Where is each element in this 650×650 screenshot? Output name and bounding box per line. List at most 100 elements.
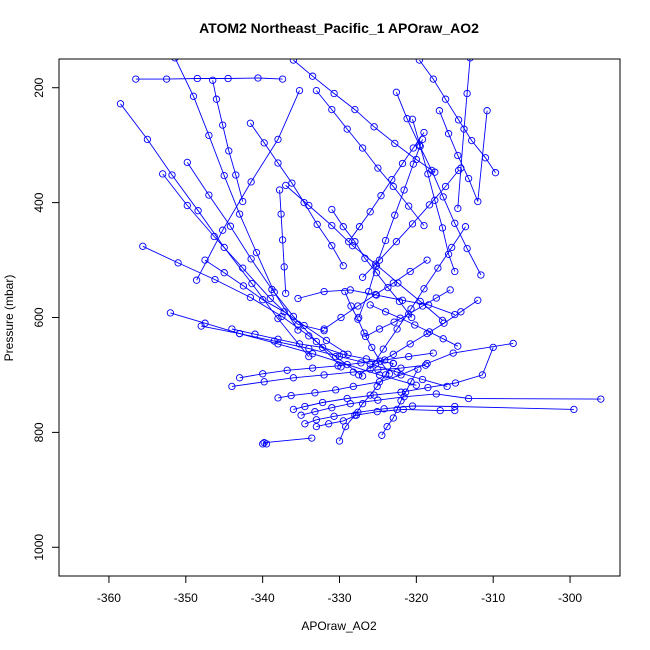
data-point	[358, 144, 367, 152]
data-point	[248, 279, 256, 288]
series-35	[408, 115, 459, 276]
data-point	[358, 273, 367, 281]
data-point	[162, 75, 171, 83]
data-point	[312, 337, 321, 346]
data-point	[375, 325, 384, 333]
series-line	[348, 132, 425, 242]
data-point	[341, 422, 350, 431]
series-line	[135, 77, 283, 80]
data-point	[228, 382, 236, 391]
data-point	[395, 297, 404, 306]
data-point	[454, 166, 463, 175]
chart-title: ATOM2 Northeast_Pacific_1 APOraw_AO2	[199, 20, 479, 36]
data-point	[457, 308, 465, 316]
series-31	[355, 135, 427, 322]
data-point	[397, 397, 405, 405]
data-point	[377, 192, 385, 200]
data-point	[373, 382, 381, 391]
data-point	[220, 171, 228, 180]
data-point	[328, 105, 336, 114]
series-line	[277, 342, 514, 399]
data-point	[441, 95, 450, 103]
data-point	[366, 208, 374, 216]
series-9	[228, 361, 430, 391]
data-point	[312, 416, 321, 424]
data-point	[337, 363, 345, 371]
data-point	[308, 364, 317, 372]
data-point	[347, 302, 355, 310]
data-point	[339, 262, 347, 270]
data-point	[171, 59, 179, 62]
data-point	[463, 89, 471, 98]
data-point	[489, 343, 497, 352]
data-point	[259, 440, 267, 448]
data-point	[463, 244, 471, 253]
data-point	[219, 121, 227, 129]
data-point	[389, 279, 397, 287]
series-line	[293, 347, 494, 410]
data-point	[305, 201, 313, 210]
data-point	[443, 382, 451, 391]
data-point	[311, 408, 319, 416]
data-point	[474, 296, 482, 304]
data-point	[232, 171, 240, 179]
data-point	[381, 356, 389, 364]
data-point	[379, 345, 387, 353]
data-point	[409, 144, 417, 152]
data-point	[313, 220, 321, 229]
data-point	[381, 308, 390, 316]
data-point	[358, 400, 367, 408]
series-3	[274, 339, 517, 402]
data-point	[343, 125, 351, 133]
data-point	[396, 314, 404, 322]
series-line	[120, 103, 310, 357]
data-point	[239, 264, 247, 272]
data-point	[449, 349, 457, 357]
data-point	[412, 381, 420, 389]
data-point	[332, 386, 340, 394]
x-tick-label: -310	[481, 591, 505, 605]
data-point	[372, 262, 381, 270]
data-point	[275, 186, 284, 194]
data-point	[444, 250, 453, 258]
series-19	[171, 59, 302, 334]
y-tick-label: 200	[32, 77, 46, 97]
x-tick-label: -350	[174, 591, 198, 605]
data-point	[278, 75, 287, 83]
series-line	[231, 328, 394, 364]
data-point	[301, 420, 309, 428]
y-axis: 200 400 600 800 1000	[32, 77, 60, 561]
data-point	[509, 339, 517, 348]
data-point	[332, 352, 340, 361]
series-1	[259, 434, 316, 448]
series-line	[293, 59, 436, 173]
series-2	[312, 405, 459, 431]
data-point	[205, 131, 213, 140]
data-point	[192, 276, 201, 284]
data-point	[183, 158, 191, 167]
data-point	[408, 402, 417, 410]
data-point	[429, 349, 437, 357]
data-point	[328, 205, 336, 214]
series-15	[139, 242, 367, 380]
data-point	[432, 390, 440, 398]
data-point	[378, 431, 386, 439]
series-line	[297, 289, 455, 316]
data-point	[280, 263, 288, 271]
data-point	[294, 326, 302, 334]
data-point	[337, 313, 345, 322]
data-point	[409, 160, 417, 168]
data-point	[454, 204, 462, 213]
data-point	[425, 328, 434, 336]
data-point	[416, 142, 424, 150]
data-point	[393, 405, 401, 414]
data-point	[289, 59, 298, 64]
data-point	[354, 302, 362, 310]
data-point	[318, 398, 327, 407]
data-point	[274, 314, 282, 323]
series-line	[262, 437, 312, 445]
data-point	[274, 159, 282, 167]
data-point	[440, 319, 448, 327]
data-point	[454, 116, 463, 124]
